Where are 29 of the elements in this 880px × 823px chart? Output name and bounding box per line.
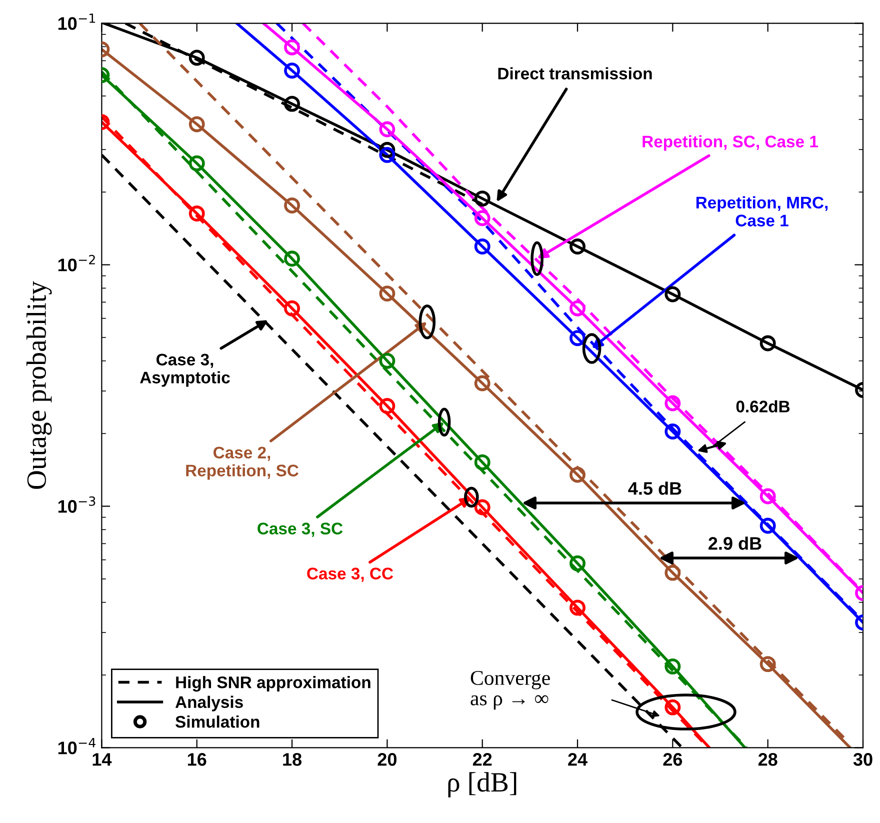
annotation: Repetition, MRC, Case 1 [696,196,828,226]
annotation: Repetition, SC, Case 1 [642,135,818,151]
legend-label: Simulation [176,715,260,728]
annotation: 4.5 dB [628,482,682,495]
y-tick-label: 10$^{−3}$ [58,496,96,513]
x-tick-label: 16 [188,753,206,766]
annotation: Direct transmission [498,67,652,80]
x-tick-label: 14 [92,753,112,766]
legend-label: Analysis [175,696,243,712]
x-tick-label: 28 [758,753,778,766]
annotation: Case 2, Repetition, SC [186,446,298,480]
legend-label: High SNR approximation [176,676,370,692]
annotation: Case 3, SC [258,522,343,537]
x-tick-label: 26 [663,753,682,766]
annotation: Case 3, Asymptotic [140,354,230,387]
annotation: 2.9 dB [708,536,762,550]
y-tick-label: 10$^{−1}$ [58,14,96,30]
y-tick-label: 10$^{−4}$ [58,738,96,754]
annotation: Case 3, CC [307,568,394,582]
annotation: Converge as ρ → ∞ [470,670,550,710]
x-tick-label: 20 [378,753,396,766]
x-tick-label: 18 [283,753,302,766]
x-tick-label: 24 [568,753,588,766]
x-tick-label: 22 [472,753,492,766]
annotation: 0.62dB [736,400,790,412]
x-axis-title: ρ [dB] [448,772,516,798]
x-tick-label: 30 [853,753,872,766]
y-axis-title: Outage probability [26,281,52,489]
y-tick-label: 10$^{−2}$ [58,254,95,272]
